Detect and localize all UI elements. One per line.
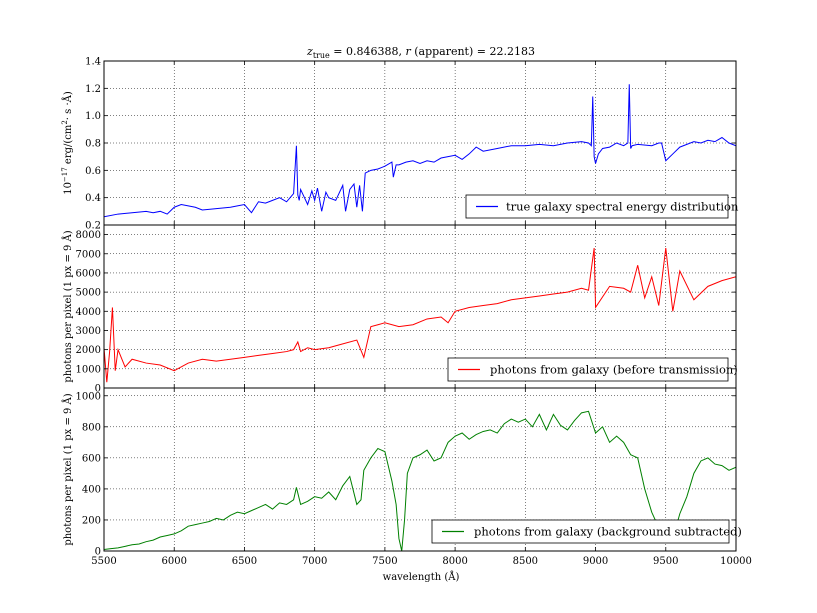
y-tick-label: 0 bbox=[95, 547, 101, 558]
y-tick-label: 1.2 bbox=[85, 84, 101, 95]
y-tick-label: 800 bbox=[82, 422, 101, 433]
legend-box bbox=[447, 357, 729, 382]
legend: photons from galaxy (before transmission… bbox=[447, 357, 738, 382]
x-tick-label: 9500 bbox=[653, 556, 678, 567]
y-tick-label: 7000 bbox=[76, 249, 101, 260]
legend-box bbox=[431, 519, 730, 544]
legend: photons from galaxy (background subtract… bbox=[431, 519, 742, 544]
series-line-1 bbox=[104, 84, 736, 218]
legend-box bbox=[465, 194, 729, 219]
y-tick-label: 4000 bbox=[76, 307, 101, 318]
y-tick-label: 5000 bbox=[76, 288, 101, 299]
y-tick-label: 0.4 bbox=[85, 193, 101, 204]
y-tick-label: 0.2 bbox=[85, 221, 101, 232]
y-tick-label: 3000 bbox=[76, 326, 101, 337]
y-tick-label: 0.6 bbox=[85, 166, 101, 177]
x-tick-label: 6500 bbox=[232, 556, 257, 567]
y-axis-label: photons per pixel (1 px = 9 Å) bbox=[62, 393, 74, 545]
y-tick-label: 1000 bbox=[76, 364, 101, 375]
y-tick-label: 8000 bbox=[76, 230, 101, 241]
x-tick-label: 7000 bbox=[302, 556, 327, 567]
series-line-1 bbox=[104, 410, 736, 551]
x-tick-label: 10000 bbox=[720, 556, 752, 567]
panel-3: 0 200 400 600 800 1000 5500 6000 6500 7000 7500 800… bbox=[62, 387, 752, 567]
legend-label: true galaxy spectral energy distribution bbox=[506, 200, 739, 214]
y-tick-label: 0 bbox=[95, 384, 101, 395]
y-tick-label: 600 bbox=[82, 453, 101, 464]
x-tick-label: 5500 bbox=[91, 556, 116, 567]
y-tick-label: 6000 bbox=[76, 268, 101, 279]
y-tick-label: 2000 bbox=[76, 345, 101, 356]
y-axis-label: photons per pixel (1 px = 9 Å) bbox=[62, 230, 74, 382]
y-tick-label: 1000 bbox=[76, 391, 101, 402]
y-tick-label: 1.4 bbox=[85, 57, 101, 68]
legend-label: photons from galaxy (background subtract… bbox=[474, 525, 742, 539]
x-tick-label: 9000 bbox=[583, 556, 608, 567]
x-tick-label: 8500 bbox=[513, 556, 538, 567]
y-tick-label: 200 bbox=[82, 515, 101, 526]
plot-frame bbox=[103, 387, 737, 552]
y-tick-label: 400 bbox=[82, 484, 101, 495]
x-tick-label: 7500 bbox=[372, 556, 397, 567]
y-tick-label: 0.8 bbox=[85, 139, 101, 150]
legend-label: photons from galaxy (before transmission… bbox=[490, 363, 738, 377]
x-tick-label: 8000 bbox=[442, 556, 467, 567]
panels: 0.2 0.4 0.6 0.8 1.0 1.2 1.4 10−17 erg/(cm2· s ·… bbox=[61, 57, 752, 568]
figure-title: ztrue = 0.846388, r (apparent) = 22.2183 bbox=[306, 45, 535, 60]
legend: true galaxy spectral energy distribution bbox=[465, 194, 739, 219]
x-axis-label: wavelength (Å) bbox=[383, 571, 460, 583]
y-axis-label: 10−17 erg/(cm2· s ·Å) bbox=[61, 91, 74, 195]
y-tick-label: 1.0 bbox=[85, 111, 101, 122]
series-line-1 bbox=[104, 247, 736, 383]
x-tick-label: 6000 bbox=[161, 556, 186, 567]
